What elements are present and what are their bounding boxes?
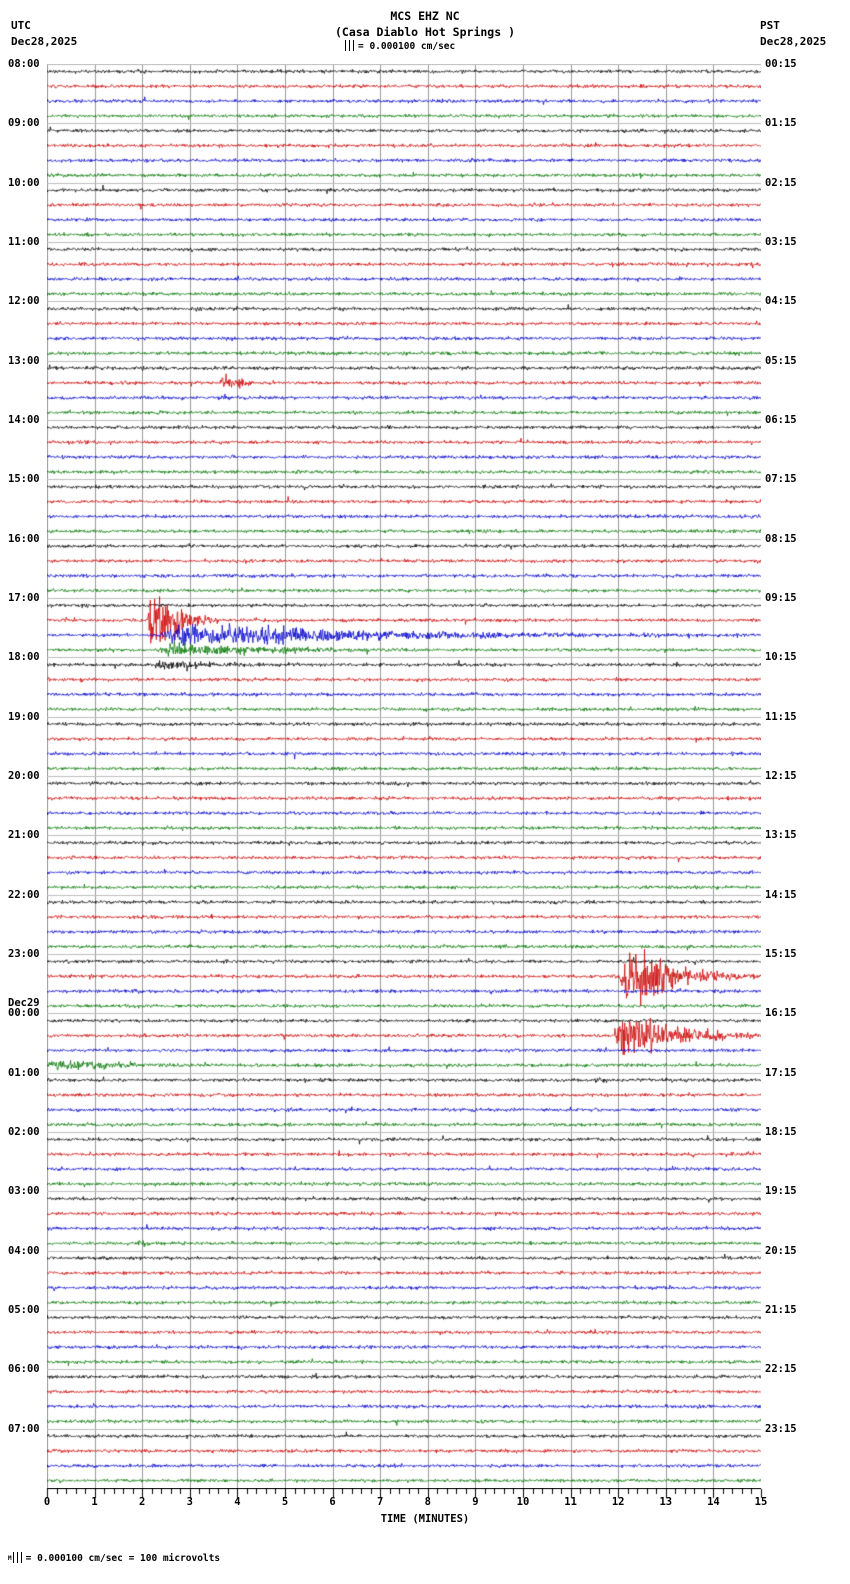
left-time-label: 09:00: [8, 117, 40, 130]
scale-bar-icon: [345, 40, 354, 51]
left-time-label: 07:00: [8, 1422, 40, 1435]
right-time-label: 11:15: [765, 710, 797, 723]
header-right-timezone-block: PST Dec28,2025: [760, 18, 826, 50]
left-time-label: 03:00: [8, 1185, 40, 1198]
left-time-label: 15:00: [8, 473, 40, 486]
right-time-label: 21:15: [765, 1304, 797, 1316]
left-time-label: 02:00: [8, 1126, 40, 1138]
header-left-timezone-block: UTC Dec28,2025: [11, 18, 77, 50]
left-date-label: Dec28,2025: [11, 35, 78, 48]
left-time-label: 23:00: [8, 948, 40, 960]
right-time-label: 10:15: [765, 651, 797, 664]
left-time-label: 18:00: [8, 651, 40, 664]
left-time-label: 21:00: [8, 829, 40, 842]
right-date-label: Dec28,2025: [760, 35, 827, 48]
right-time-label: 09:15: [765, 592, 797, 604]
left-time-label: Dec29: [8, 996, 40, 1009]
seismogram-canvas: [47, 64, 761, 1488]
footer-scale-bar-icon: [12, 1552, 22, 1563]
right-time-label: 23:15: [765, 1422, 797, 1435]
right-time-label: 13:15: [765, 829, 797, 842]
right-time-label: 22:15: [765, 1363, 797, 1376]
left-time-label: 13:00: [8, 354, 40, 367]
right-time-label: 06:15: [765, 414, 797, 426]
left-time-label: 19:00: [8, 710, 40, 723]
right-time-label: 03:15: [765, 236, 797, 248]
left-time-label: 08:00: [8, 58, 40, 70]
left-time-label: 04:00: [8, 1244, 40, 1257]
right-time-label: 08:15: [765, 532, 797, 545]
left-time-label: 14:00: [8, 414, 40, 426]
left-time-label: 00:00: [8, 1007, 40, 1020]
left-time-label: 11:00: [8, 236, 40, 248]
right-time-label: 15:15: [765, 948, 797, 960]
seismogram-plot: [47, 64, 761, 1488]
footer-tiny-marker: M: [8, 1555, 12, 1562]
right-time-label: 04:15: [765, 295, 797, 308]
right-time-label: 07:15: [765, 473, 797, 486]
left-time-label: 16:00: [8, 532, 40, 545]
chart-title-block: MCS EHZ NC (Casa Diablo Hot Springs ): [0, 8, 850, 40]
scale-legend-text: = 0.000100 cm/sec: [358, 41, 456, 52]
amplitude-scale-legend: = 0.000100 cm/sec: [345, 40, 455, 52]
right-time-label: 16:15: [765, 1007, 797, 1020]
left-time-label: 12:00: [8, 295, 40, 308]
left-time-label: 22:00: [8, 888, 40, 901]
station-title: MCS EHZ NC: [390, 9, 460, 23]
right-time-label: 18:15: [765, 1126, 797, 1138]
right-timezone-label: PST: [760, 19, 780, 32]
left-time-label: 01:00: [8, 1066, 40, 1079]
x-axis-title: TIME (MINUTES): [380, 1513, 470, 1525]
station-subtitle: (Casa Diablo Hot Springs ): [334, 25, 515, 39]
left-time-label: 20:00: [8, 770, 40, 782]
left-timezone-label: UTC: [11, 19, 31, 32]
right-time-label: 12:15: [765, 770, 797, 782]
right-time-label: 19:15: [765, 1185, 797, 1198]
right-time-label: 20:15: [765, 1244, 797, 1257]
right-time-label: 00:15: [765, 58, 797, 70]
footer-scale-note: M = 0.000100 cm/sec = 100 microvolts: [8, 1552, 220, 1564]
right-time-label: 02:15: [765, 176, 797, 189]
left-time-label: 10:00: [8, 176, 40, 189]
right-time-label: 01:15: [765, 117, 797, 130]
left-time-label: 17:00: [8, 592, 40, 604]
left-time-label: 06:00: [8, 1363, 40, 1376]
right-time-label: 05:15: [765, 354, 797, 367]
right-time-label: 14:15: [765, 888, 797, 901]
right-time-label: 17:15: [765, 1066, 797, 1079]
left-time-label: 05:00: [8, 1304, 40, 1316]
footer-text: = 0.000100 cm/sec = 100 microvolts: [25, 1553, 221, 1564]
x-axis-ticks: [0, 1488, 850, 1506]
